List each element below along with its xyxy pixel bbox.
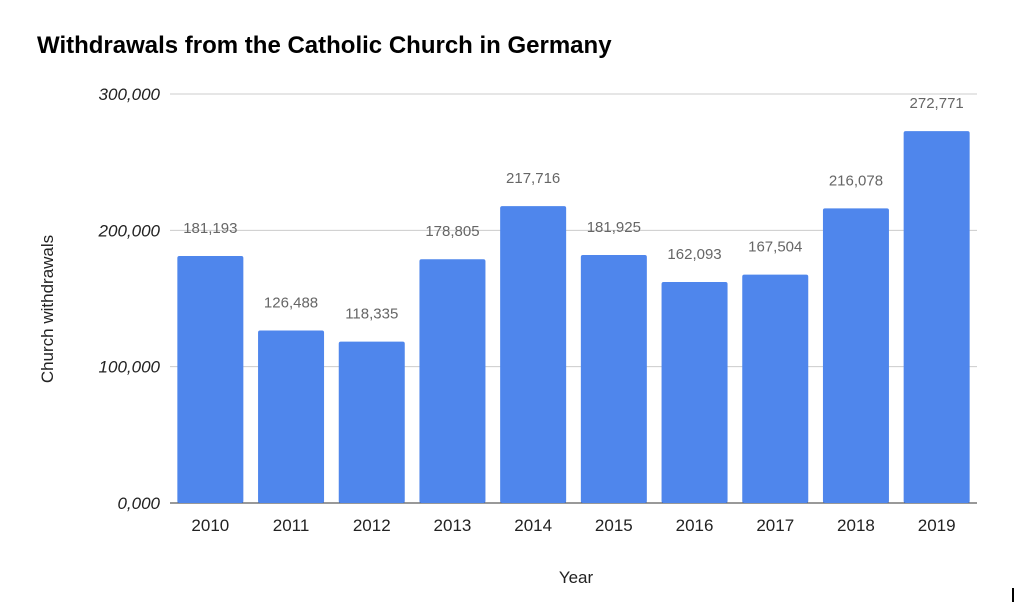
y-tick-label: 0,000 — [117, 494, 160, 513]
y-tick-label: 200,000 — [98, 221, 161, 240]
bar-2019 — [903, 131, 970, 504]
bar-2014 — [500, 206, 567, 503]
x-tick-label-2013: 2013 — [434, 516, 472, 535]
y-axis-ticks: 0,000 100,000 200,000 300,000 — [98, 85, 161, 513]
data-label-2013: 178,805 — [425, 223, 479, 240]
data-label-2010: 181,193 — [183, 220, 237, 237]
data-label-2015: 181,925 — [587, 219, 641, 236]
bar-2010 — [177, 255, 244, 503]
x-tick-label-2011: 2011 — [273, 516, 310, 535]
x-tick-label-2016: 2016 — [676, 516, 714, 535]
bar-2013 — [419, 259, 486, 503]
x-tick-label-2010: 2010 — [191, 516, 229, 535]
x-tick-label-2012: 2012 — [353, 516, 391, 535]
data-label-2018: 216,078 — [829, 172, 883, 189]
data-label-2017: 167,504 — [748, 239, 802, 256]
x-tick-label-2017: 2017 — [756, 516, 794, 535]
bars — [177, 131, 970, 504]
data-label-2014: 217,716 — [506, 170, 560, 187]
bar-2012 — [338, 341, 405, 503]
data-labels: 181,193 126,488 118,335 178,805 217,716 181,9… — [183, 95, 964, 323]
bar-2016 — [661, 282, 728, 503]
data-label-2019: 272,771 — [910, 95, 964, 112]
x-tick-label-2014: 2014 — [514, 516, 552, 535]
x-tick-label-2018: 2018 — [837, 516, 875, 535]
y-tick-label: 100,000 — [99, 358, 161, 377]
bar-2018 — [822, 208, 889, 503]
bar-2015 — [580, 254, 647, 503]
x-tick-label-2019: 2019 — [918, 516, 956, 535]
y-tick-label: 300,000 — [99, 85, 161, 104]
x-axis-title: Year — [559, 568, 594, 587]
x-axis-ticks: 2010 2011 2012 2013 2014 2015 2016 2017 2018 2019 — [191, 516, 955, 535]
data-label-2012: 118,335 — [345, 306, 398, 323]
y-axis-title: Church withdrawals — [38, 235, 57, 383]
bar-2017 — [742, 274, 809, 503]
chart-title: Withdrawals from the Catholic Church in … — [37, 32, 612, 59]
data-label-2016: 162,093 — [667, 246, 721, 263]
bar-2011 — [258, 330, 325, 503]
x-tick-label-2015: 2015 — [595, 516, 633, 535]
data-label-2011: 126,488 — [264, 295, 318, 312]
corner-mark — [1012, 588, 1014, 602]
